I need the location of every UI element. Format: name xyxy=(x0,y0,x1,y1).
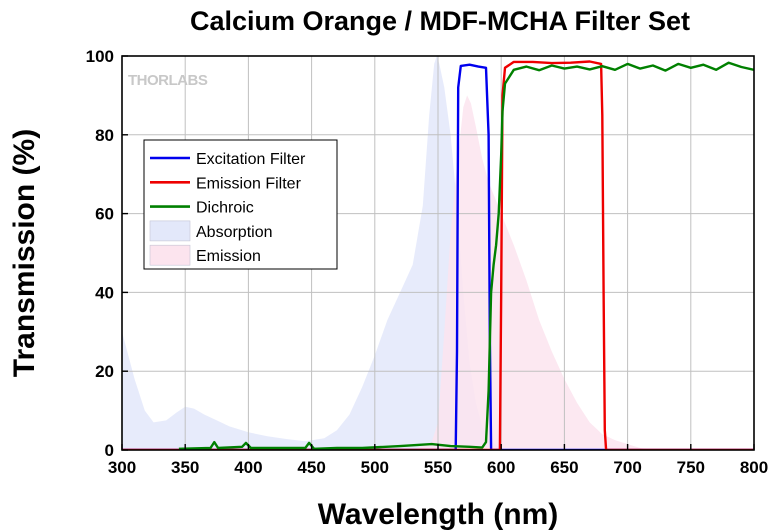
legend-label-emission-filter: Emission Filter xyxy=(196,175,302,192)
x-axis-title: Wavelength (nm) xyxy=(318,498,559,531)
legend-swatch-emission xyxy=(149,244,191,266)
x-tick-label: 600 xyxy=(487,458,515,477)
x-tick-label: 450 xyxy=(297,458,325,477)
absorption-area xyxy=(122,56,508,450)
legend: Excitation Filter Emission Filter Dichroic… xyxy=(143,139,338,270)
emission-area xyxy=(412,95,653,450)
y-tick-label: 80 xyxy=(95,126,114,145)
emission-filter-line xyxy=(122,60,754,450)
legend-label-dichroic: Dichroic xyxy=(196,200,254,217)
x-tick-label: 350 xyxy=(171,458,199,477)
line-series-group xyxy=(122,60,754,450)
y-tick-label: 0 xyxy=(105,441,114,460)
legend-label-absorption: Absorption xyxy=(196,224,273,241)
x-tick-label: 750 xyxy=(677,458,705,477)
legend-swatch-absorption xyxy=(149,220,191,242)
legend-label-emission: Emission xyxy=(196,248,261,265)
y-tick-label: 60 xyxy=(95,205,114,224)
y-tick-label: 20 xyxy=(95,362,114,381)
x-tick-label: 800 xyxy=(740,458,768,477)
x-tick-label: 400 xyxy=(234,458,262,477)
x-tick-label: 650 xyxy=(550,458,578,477)
legend-label-excitation-filter: Excitation Filter xyxy=(196,151,306,168)
y-tick-label: 100 xyxy=(86,47,114,66)
x-tick-label: 700 xyxy=(613,458,641,477)
chart-title: Calcium Orange / MDF-MCHA Filter Set xyxy=(190,6,690,36)
x-tick-label: 300 xyxy=(108,458,136,477)
dichroic-line xyxy=(178,61,754,450)
x-tick-label: 500 xyxy=(361,458,389,477)
axis-ticks: 300 350 400 450 500 550 600 650 700 750 800 0 20 40 60… xyxy=(86,47,769,477)
thorlabs-logo: THORLABS xyxy=(128,72,208,89)
area-series-group xyxy=(122,56,653,450)
y-tick-label: 40 xyxy=(95,283,114,302)
y-axis-title: Transmission (%) xyxy=(8,129,41,377)
x-tick-label: 550 xyxy=(424,458,452,477)
